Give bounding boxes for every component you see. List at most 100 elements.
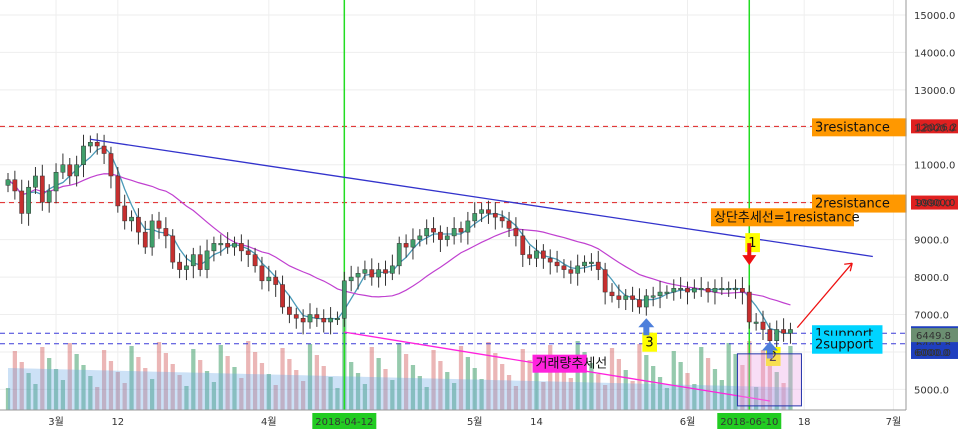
volume-bar xyxy=(53,369,59,410)
candle-body xyxy=(671,288,677,293)
volume-bar xyxy=(527,360,532,410)
candle-body xyxy=(383,269,388,274)
volume-highlight-box xyxy=(736,353,802,407)
volume-bar xyxy=(589,363,594,410)
marker-3-text: 3 xyxy=(645,336,653,351)
volume-bar xyxy=(108,361,114,410)
volume-bar xyxy=(273,385,278,410)
level-label-3resistance-text: 3resistance xyxy=(815,120,890,135)
upper-trendline xyxy=(90,138,873,258)
candle-body xyxy=(561,265,567,270)
volume-bar xyxy=(33,384,38,410)
y-tick-label: 6000.0 xyxy=(914,348,949,359)
x-tick-label: 7월 xyxy=(886,416,902,428)
x-tick-label: 14 xyxy=(530,417,543,428)
volume-bar xyxy=(616,359,621,410)
candle-body xyxy=(190,254,196,267)
level-label-2support: 2support xyxy=(812,335,883,354)
candle-body xyxy=(492,213,498,218)
volume-bar xyxy=(314,355,319,410)
volume-bars xyxy=(5,311,793,410)
volume-bar xyxy=(699,347,704,410)
marker-2-text: 2 xyxy=(769,350,777,365)
candle-body xyxy=(424,228,430,237)
volume-trendline-label-text: 거래량추세선 xyxy=(536,357,608,372)
candle-body xyxy=(115,175,121,207)
candle-body xyxy=(527,254,533,259)
candle-body xyxy=(520,235,526,255)
candle-body xyxy=(33,175,38,188)
volume-bar xyxy=(74,354,79,410)
price-tag-3resistance: 12026.2 xyxy=(911,119,958,133)
candle-body xyxy=(348,276,354,282)
marker-3: 3 xyxy=(642,332,657,352)
volume-bar xyxy=(534,371,539,410)
candle-body xyxy=(238,243,244,252)
volume-bar xyxy=(12,351,17,410)
candle-body xyxy=(321,318,327,323)
volume-bar xyxy=(438,361,443,410)
volume-bar xyxy=(280,348,285,410)
candle-body xyxy=(767,329,773,341)
candle-body xyxy=(19,190,25,214)
candle-body xyxy=(287,306,292,315)
volume-bar xyxy=(60,380,66,410)
level-label-2support-bg xyxy=(812,335,883,354)
candle-body xyxy=(108,153,114,177)
volume-bar xyxy=(101,350,107,410)
candle-body xyxy=(781,329,786,334)
candle-body xyxy=(335,318,340,321)
x-axis: 2018-04-12 2018-06-10 3월 12 4월 5월 14 6월 18 7월 xyxy=(0,409,906,429)
candle-body xyxy=(540,250,546,259)
volume-bar xyxy=(541,382,546,410)
candle-body xyxy=(396,243,402,267)
volume-bar xyxy=(239,378,244,410)
price-tag-bg xyxy=(911,344,958,359)
volume-bar xyxy=(383,369,388,410)
volume-bar xyxy=(252,352,258,410)
candle-body xyxy=(46,190,52,203)
price-tag-extra: 6449.8 xyxy=(911,328,958,343)
candle-body xyxy=(94,142,100,147)
volume-bar xyxy=(328,377,333,410)
candle-body xyxy=(472,213,478,222)
volume-bar xyxy=(136,357,141,410)
price-tag-bg xyxy=(911,119,958,134)
candle-body xyxy=(129,216,134,222)
candle-body xyxy=(225,243,231,248)
candle-body xyxy=(259,265,265,282)
event-date-text: 2018-04-12 xyxy=(315,417,373,428)
volume-bar xyxy=(637,344,642,410)
volume-bar xyxy=(712,369,718,410)
candle-body xyxy=(39,175,45,203)
volume-bar xyxy=(671,351,676,410)
candle-body xyxy=(211,243,217,252)
candle-body xyxy=(293,314,299,319)
candle-body xyxy=(149,220,155,248)
candle-body xyxy=(616,295,622,300)
level-label-2resistance: 2resistance xyxy=(812,194,907,213)
candle-body xyxy=(685,288,690,293)
candle-body xyxy=(499,216,505,222)
volume-bar xyxy=(657,377,663,410)
candle-body xyxy=(266,276,272,282)
volume-bar xyxy=(403,354,409,410)
volume-bar xyxy=(458,346,464,410)
event-date-label: 2018-04-12 xyxy=(312,413,377,429)
event-date-text: 2018-06-10 xyxy=(720,417,778,428)
candle-body xyxy=(444,235,450,240)
candle-body xyxy=(410,239,416,248)
candle-body xyxy=(726,288,732,291)
candle-body xyxy=(595,261,601,270)
candle-body xyxy=(74,164,80,177)
candle-body xyxy=(547,258,553,263)
volume-bar xyxy=(554,356,560,410)
candle-body xyxy=(712,288,718,293)
volume-bar xyxy=(266,374,271,410)
candle-body xyxy=(184,265,189,270)
volume-bar xyxy=(143,368,148,410)
candle-body xyxy=(156,220,162,229)
volume-bar xyxy=(232,367,237,410)
candle-body xyxy=(417,235,423,240)
candle-body xyxy=(678,288,684,291)
